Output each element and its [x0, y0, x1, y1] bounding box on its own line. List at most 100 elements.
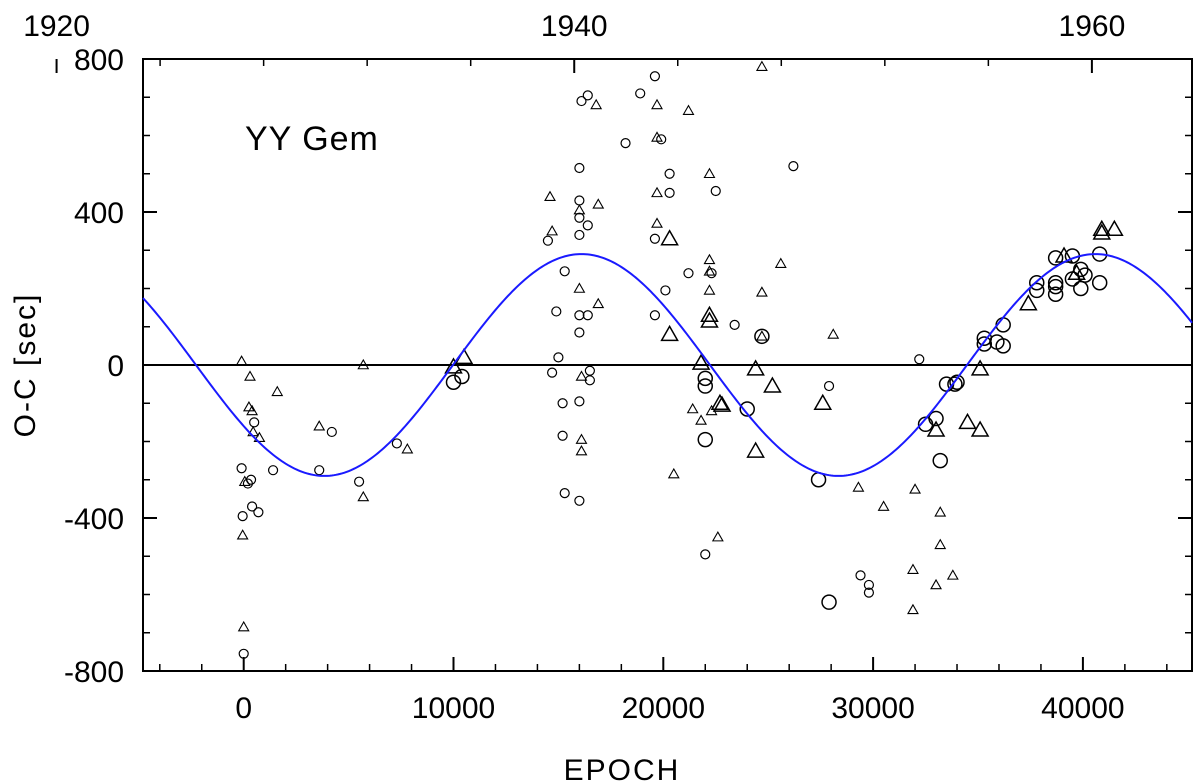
small-circle-point [656, 134, 667, 145]
small-circle-point [551, 306, 562, 317]
large-circle-point [1047, 275, 1064, 291]
small-triangle-point [246, 404, 259, 416]
small-circle-point [649, 310, 661, 321]
small-triangle-point [238, 475, 251, 486]
large-circle-point [697, 431, 714, 448]
small-circle-point [706, 268, 717, 279]
small-triangle-point [651, 98, 663, 110]
large-circle-point [1077, 267, 1093, 283]
large-triangle-point [710, 393, 730, 410]
small-circle-point [863, 579, 875, 591]
x-tick-label: 30000 [831, 692, 914, 725]
small-triangle-point [827, 328, 840, 339]
small-circle-point [574, 212, 585, 223]
large-triangle-point [660, 229, 679, 246]
small-triangle-point [907, 603, 919, 615]
y-tick-label: -400 [64, 503, 124, 536]
large-triangle-point [763, 376, 782, 393]
x-tick-label: 0 [235, 692, 252, 725]
small-triangle-point [592, 297, 605, 309]
y-axis-title: O-C [sec] [9, 293, 42, 438]
large-circle-point [821, 594, 837, 610]
minor-ticks [143, 59, 1192, 671]
small-triangle-point [909, 483, 922, 494]
x-tick-label: 10000 [412, 692, 495, 725]
large-circle-point [949, 374, 965, 390]
left-tick-labels: -800 -400 0 400 800 [64, 44, 124, 689]
small-circle-point [582, 90, 593, 101]
large-triangle-point [700, 311, 719, 328]
large-circle-point [976, 336, 993, 352]
small-triangle-point [852, 481, 865, 492]
large-circle-point [1047, 286, 1064, 302]
large-triangle-point [970, 359, 990, 376]
large-triangle-point [444, 357, 463, 374]
small-circle-point [664, 168, 675, 179]
small-circle-point [660, 285, 671, 296]
top-tick-label: 1920 [23, 10, 90, 43]
small-triangle-point [930, 578, 942, 590]
small-circle-point [788, 161, 799, 172]
small-triangle-point [703, 284, 716, 295]
small-circle-point [246, 501, 258, 512]
small-circle-point [620, 138, 631, 149]
large-circle-point [445, 374, 462, 390]
small-triangle-point [934, 538, 947, 550]
small-triangle-point [237, 620, 250, 632]
x-tick-label: 40000 [1041, 692, 1124, 725]
small-triangle-point [313, 420, 326, 431]
y-tick-label: -800 [64, 656, 124, 689]
small-triangle-point [682, 104, 695, 115]
large-circle-point [1091, 275, 1108, 291]
small-circle-point [710, 185, 721, 197]
small-circle-point [559, 488, 570, 499]
small-triangle-point [907, 563, 919, 574]
x-tick-label: 20000 [622, 692, 705, 725]
small-circle-point [557, 398, 568, 409]
large-circle-point [1073, 280, 1089, 297]
small-circle-point [553, 352, 564, 363]
small-triangle-point [544, 190, 556, 201]
large-triangle-point [660, 324, 679, 342]
large-triangle-point [1019, 294, 1038, 311]
small-triangle-point [546, 225, 559, 236]
small-circle-point [635, 88, 646, 99]
small-circle-point [863, 587, 875, 598]
small-circle-point [574, 495, 585, 506]
small-triangle-point [651, 217, 663, 228]
small-triangle-point [236, 529, 249, 540]
large-triangle-point [700, 305, 719, 323]
large-triangle-point [1067, 263, 1086, 280]
small-triangle-point [651, 186, 663, 198]
large-circle-point [947, 376, 963, 392]
small-triangle-point [590, 98, 603, 110]
fit-curve [142, 253, 1193, 477]
small-triangle-point [774, 257, 787, 268]
small-circle-point [391, 438, 402, 449]
small-circle-point [559, 266, 570, 277]
small-triangle-point [235, 355, 248, 366]
large-triangle-point [712, 395, 732, 412]
small-triangle-point [357, 358, 370, 370]
small-triangle-point [946, 569, 959, 580]
y-tick-label: 800 [74, 44, 124, 77]
small-circle-point [574, 195, 585, 206]
small-circle-point [574, 327, 585, 338]
small-triangle-point [401, 443, 414, 454]
small-triangle-point [592, 198, 605, 209]
small-circle-point [253, 507, 264, 518]
small-circle-point [582, 310, 593, 321]
small-circle-point [914, 354, 925, 365]
small-triangle-point [695, 414, 708, 425]
small-circle-point [649, 71, 661, 82]
small-triangle-point [575, 444, 588, 456]
small-triangle-point [651, 131, 663, 142]
small-circle-point [542, 235, 554, 246]
small-triangle-point [703, 265, 716, 276]
x-axis-title: EPOCH [564, 754, 681, 784]
small-circle-point [700, 549, 711, 560]
small-circle-point [649, 233, 661, 244]
large-triangle-point [970, 420, 990, 437]
large-triangle-point [746, 441, 765, 458]
